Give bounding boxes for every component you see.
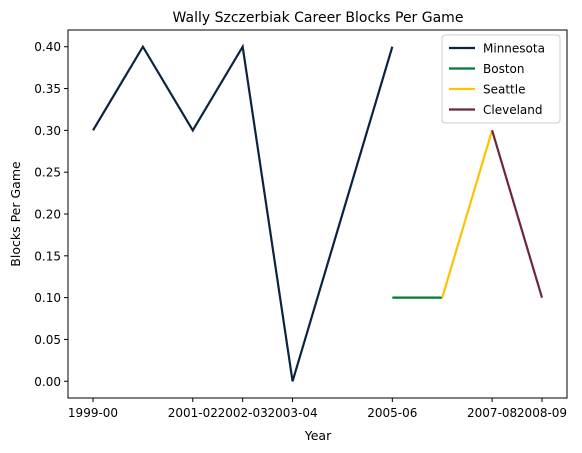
series-line-seattle [441,130,494,298]
series-line-minnesota [92,43,394,382]
legend-label: Seattle [483,83,525,97]
legend-label: Boston [483,62,524,76]
x-tick-label: 2001-02 [168,406,218,420]
legend: Minnesota Boston Seattle Cleveland [441,34,561,124]
y-tick-label: 0.30 [34,124,61,138]
chart-title: Wally Szczerbiak Career Blocks Per Game [173,10,464,26]
legend-label: Minnesota [483,42,545,56]
legend-label: Cleveland [483,103,543,117]
x-tick-label: 1999-00 [68,406,118,420]
y-tick-label: 0.10 [34,291,61,305]
x-axis: 1999-00 2001-02 2002-03 2003-04 2005-06 2007-… [68,398,567,420]
y-tick-label: 0.05 [34,333,61,347]
x-tick-label: 2007-08 [467,406,517,420]
y-tick-label: 0.20 [34,208,61,222]
x-tick-label: 2003-04 [267,406,317,420]
x-axis-label: Year [304,428,332,443]
y-axis-label: Blocks Per Game [8,161,23,267]
x-tick-label: 2005-06 [367,406,417,420]
series-line-cleveland [491,130,544,298]
y-tick-label: 0.40 [34,40,61,54]
y-tick-label: 0.35 [34,82,61,96]
legend-box [441,34,561,124]
y-axis: 0.00 0.05 0.10 0.15 0.20 0.25 0.30 0.35 0.40 [34,40,68,389]
series-layer [92,43,544,382]
y-tick-label: 0.00 [34,375,61,389]
y-tick-label: 0.15 [34,249,61,263]
x-tick-label: 2008-09 [517,406,567,420]
y-tick-label: 0.25 [34,166,61,180]
x-tick-label: 2002-03 [218,406,268,420]
